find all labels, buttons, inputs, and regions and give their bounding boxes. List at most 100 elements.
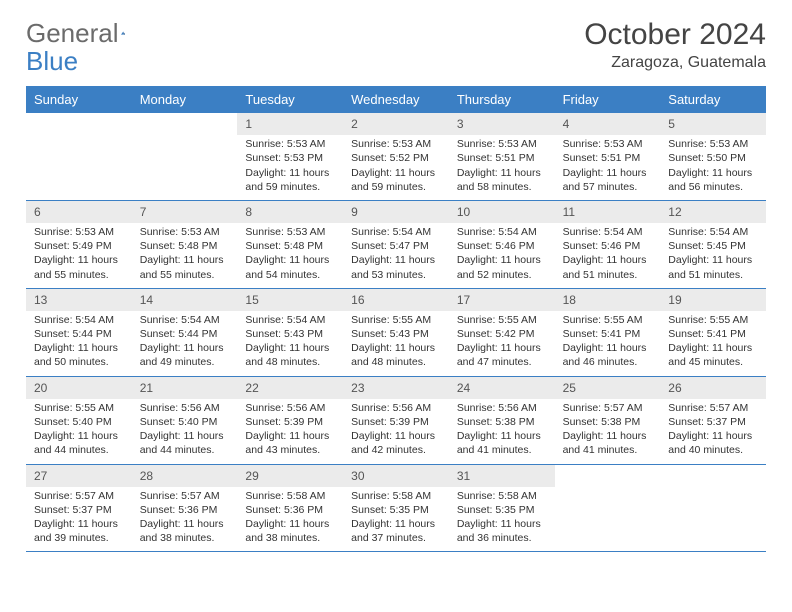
weekday-thursday: Thursday xyxy=(449,86,555,113)
sunrise-text: Sunrise: 5:53 AM xyxy=(140,225,230,239)
week-row: 13Sunrise: 5:54 AMSunset: 5:44 PMDayligh… xyxy=(26,289,766,377)
day-number: 17 xyxy=(449,289,555,311)
daylight-text: Daylight: 11 hours and 38 minutes. xyxy=(245,517,335,545)
sunrise-text: Sunrise: 5:54 AM xyxy=(34,313,124,327)
day-number: 29 xyxy=(237,465,343,487)
day-details: Sunrise: 5:53 AMSunset: 5:49 PMDaylight:… xyxy=(26,223,132,288)
sunset-text: Sunset: 5:50 PM xyxy=(668,151,758,165)
sunrise-text: Sunrise: 5:55 AM xyxy=(457,313,547,327)
sunrise-text: Sunrise: 5:57 AM xyxy=(668,401,758,415)
daylight-text: Daylight: 11 hours and 43 minutes. xyxy=(245,429,335,457)
day-cell: 6Sunrise: 5:53 AMSunset: 5:49 PMDaylight… xyxy=(26,201,132,288)
weekday-saturday: Saturday xyxy=(660,86,766,113)
day-cell: 3Sunrise: 5:53 AMSunset: 5:51 PMDaylight… xyxy=(449,113,555,200)
day-cell: 2Sunrise: 5:53 AMSunset: 5:52 PMDaylight… xyxy=(343,113,449,200)
week-row: 27Sunrise: 5:57 AMSunset: 5:37 PMDayligh… xyxy=(26,465,766,553)
sunset-text: Sunset: 5:52 PM xyxy=(351,151,441,165)
logo: General xyxy=(26,18,147,49)
day-number: 11 xyxy=(555,201,661,223)
day-cell: 17Sunrise: 5:55 AMSunset: 5:42 PMDayligh… xyxy=(449,289,555,376)
sunrise-text: Sunrise: 5:54 AM xyxy=(245,313,335,327)
day-number: 14 xyxy=(132,289,238,311)
daylight-text: Daylight: 11 hours and 50 minutes. xyxy=(34,341,124,369)
day-details: Sunrise: 5:55 AMSunset: 5:40 PMDaylight:… xyxy=(26,399,132,464)
day-cell: 12Sunrise: 5:54 AMSunset: 5:45 PMDayligh… xyxy=(660,201,766,288)
sunset-text: Sunset: 5:36 PM xyxy=(245,503,335,517)
day-details: Sunrise: 5:58 AMSunset: 5:36 PMDaylight:… xyxy=(237,487,343,552)
sunrise-text: Sunrise: 5:54 AM xyxy=(140,313,230,327)
day-number: 23 xyxy=(343,377,449,399)
day-number: 18 xyxy=(555,289,661,311)
daylight-text: Daylight: 11 hours and 51 minutes. xyxy=(563,253,653,281)
day-cell: 13Sunrise: 5:54 AMSunset: 5:44 PMDayligh… xyxy=(26,289,132,376)
sunrise-text: Sunrise: 5:56 AM xyxy=(351,401,441,415)
sunset-text: Sunset: 5:43 PM xyxy=(351,327,441,341)
sunrise-text: Sunrise: 5:54 AM xyxy=(563,225,653,239)
day-number: 1 xyxy=(237,113,343,135)
day-details: Sunrise: 5:53 AMSunset: 5:48 PMDaylight:… xyxy=(237,223,343,288)
sunrise-text: Sunrise: 5:56 AM xyxy=(245,401,335,415)
day-cell: 8Sunrise: 5:53 AMSunset: 5:48 PMDaylight… xyxy=(237,201,343,288)
day-details: Sunrise: 5:55 AMSunset: 5:42 PMDaylight:… xyxy=(449,311,555,376)
day-details: Sunrise: 5:55 AMSunset: 5:43 PMDaylight:… xyxy=(343,311,449,376)
sunset-text: Sunset: 5:38 PM xyxy=(563,415,653,429)
day-details: Sunrise: 5:54 AMSunset: 5:43 PMDaylight:… xyxy=(237,311,343,376)
day-details: Sunrise: 5:53 AMSunset: 5:52 PMDaylight:… xyxy=(343,135,449,200)
daylight-text: Daylight: 11 hours and 48 minutes. xyxy=(351,341,441,369)
day-details: Sunrise: 5:54 AMSunset: 5:46 PMDaylight:… xyxy=(449,223,555,288)
day-cell: 30Sunrise: 5:58 AMSunset: 5:35 PMDayligh… xyxy=(343,465,449,552)
day-number: 12 xyxy=(660,201,766,223)
daylight-text: Daylight: 11 hours and 40 minutes. xyxy=(668,429,758,457)
sunrise-text: Sunrise: 5:56 AM xyxy=(140,401,230,415)
day-cell: 29Sunrise: 5:58 AMSunset: 5:36 PMDayligh… xyxy=(237,465,343,552)
sunrise-text: Sunrise: 5:57 AM xyxy=(34,489,124,503)
day-details: Sunrise: 5:54 AMSunset: 5:46 PMDaylight:… xyxy=(555,223,661,288)
day-number: 13 xyxy=(26,289,132,311)
day-cell: 19Sunrise: 5:55 AMSunset: 5:41 PMDayligh… xyxy=(660,289,766,376)
day-cell: 7Sunrise: 5:53 AMSunset: 5:48 PMDaylight… xyxy=(132,201,238,288)
day-details: Sunrise: 5:57 AMSunset: 5:36 PMDaylight:… xyxy=(132,487,238,552)
sunrise-text: Sunrise: 5:54 AM xyxy=(668,225,758,239)
sunset-text: Sunset: 5:53 PM xyxy=(245,151,335,165)
daylight-text: Daylight: 11 hours and 59 minutes. xyxy=(245,166,335,194)
daylight-text: Daylight: 11 hours and 41 minutes. xyxy=(563,429,653,457)
day-cell: 20Sunrise: 5:55 AMSunset: 5:40 PMDayligh… xyxy=(26,377,132,464)
sunset-text: Sunset: 5:38 PM xyxy=(457,415,547,429)
day-details: Sunrise: 5:53 AMSunset: 5:48 PMDaylight:… xyxy=(132,223,238,288)
daylight-text: Daylight: 11 hours and 57 minutes. xyxy=(563,166,653,194)
sunrise-text: Sunrise: 5:58 AM xyxy=(457,489,547,503)
day-cell: 28Sunrise: 5:57 AMSunset: 5:36 PMDayligh… xyxy=(132,465,238,552)
day-number: 8 xyxy=(237,201,343,223)
day-number: 19 xyxy=(660,289,766,311)
sunset-text: Sunset: 5:46 PM xyxy=(457,239,547,253)
day-cell: 25Sunrise: 5:57 AMSunset: 5:38 PMDayligh… xyxy=(555,377,661,464)
daylight-text: Daylight: 11 hours and 45 minutes. xyxy=(668,341,758,369)
sunrise-text: Sunrise: 5:53 AM xyxy=(563,137,653,151)
sunset-text: Sunset: 5:44 PM xyxy=(140,327,230,341)
day-details: Sunrise: 5:57 AMSunset: 5:37 PMDaylight:… xyxy=(26,487,132,552)
sunset-text: Sunset: 5:48 PM xyxy=(140,239,230,253)
day-number: 4 xyxy=(555,113,661,135)
sunset-text: Sunset: 5:49 PM xyxy=(34,239,124,253)
day-details: Sunrise: 5:58 AMSunset: 5:35 PMDaylight:… xyxy=(449,487,555,552)
daylight-text: Daylight: 11 hours and 37 minutes. xyxy=(351,517,441,545)
daylight-text: Daylight: 11 hours and 48 minutes. xyxy=(245,341,335,369)
day-cell: 27Sunrise: 5:57 AMSunset: 5:37 PMDayligh… xyxy=(26,465,132,552)
day-cell: 24Sunrise: 5:56 AMSunset: 5:38 PMDayligh… xyxy=(449,377,555,464)
weekday-sunday: Sunday xyxy=(26,86,132,113)
weekday-friday: Friday xyxy=(555,86,661,113)
day-details: Sunrise: 5:54 AMSunset: 5:45 PMDaylight:… xyxy=(660,223,766,288)
title-block: October 2024 Zaragoza, Guatemala xyxy=(584,18,766,72)
daylight-text: Daylight: 11 hours and 52 minutes. xyxy=(457,253,547,281)
daylight-text: Daylight: 11 hours and 59 minutes. xyxy=(351,166,441,194)
daylight-text: Daylight: 11 hours and 56 minutes. xyxy=(668,166,758,194)
day-number: 6 xyxy=(26,201,132,223)
daylight-text: Daylight: 11 hours and 55 minutes. xyxy=(140,253,230,281)
sunrise-text: Sunrise: 5:58 AM xyxy=(351,489,441,503)
day-number: 21 xyxy=(132,377,238,399)
sunset-text: Sunset: 5:42 PM xyxy=(457,327,547,341)
day-details: Sunrise: 5:54 AMSunset: 5:44 PMDaylight:… xyxy=(26,311,132,376)
sunset-text: Sunset: 5:44 PM xyxy=(34,327,124,341)
day-number: 31 xyxy=(449,465,555,487)
daylight-text: Daylight: 11 hours and 41 minutes. xyxy=(457,429,547,457)
